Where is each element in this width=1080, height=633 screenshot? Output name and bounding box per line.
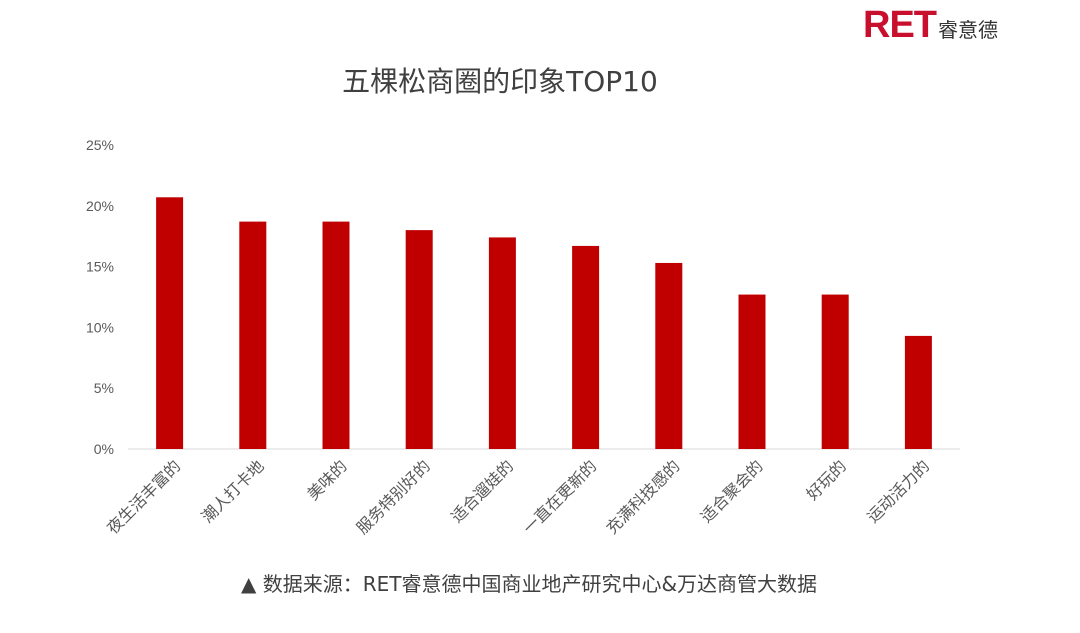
bar xyxy=(488,237,516,449)
data-source-note: ▲ 数据来源：RET睿意德中国商业地产研究中心&万达商管大数据 xyxy=(240,572,818,596)
y-tick-label: 5% xyxy=(94,380,114,396)
bars xyxy=(156,197,932,449)
logo-text: 睿意德 xyxy=(938,18,998,42)
x-axis: 夜生活丰富的 潮人打卡地 美味的 服务特别好的 适合遛娃的 一直在更新的 充满科技感的 适合聚… xyxy=(103,456,933,537)
x-tick-label: 适合聚会的 xyxy=(697,456,767,526)
y-tick-label: 0% xyxy=(94,441,114,457)
y-axis: 0% 5% 10% 15% 20% 25% xyxy=(86,137,114,457)
chart-title: 五棵松商圈的印象TOP10 xyxy=(342,65,658,98)
bar xyxy=(156,197,184,449)
bar xyxy=(655,262,683,449)
x-tick-label: 夜生活丰富的 xyxy=(103,456,184,537)
bar xyxy=(572,245,600,449)
bar xyxy=(821,294,849,449)
y-tick-label: 25% xyxy=(86,137,114,153)
logo-mark: RET xyxy=(863,4,937,46)
brand-logo: RET 睿意德 xyxy=(863,4,998,47)
y-tick-label: 10% xyxy=(86,319,114,335)
y-tick-label: 15% xyxy=(86,259,114,275)
bar xyxy=(904,335,932,449)
bar xyxy=(738,294,766,449)
x-tick-label: 运动活力的 xyxy=(863,456,933,526)
bar xyxy=(239,221,267,449)
x-tick-label: 潮人打卡地 xyxy=(198,456,268,526)
bar-chart: 0% 5% 10% 15% 20% 25% 夜生活丰富的 潮人打卡地 美味的 服务特别好的 适合遛… xyxy=(86,137,960,538)
x-tick-label: 服务特别好的 xyxy=(353,456,434,537)
y-tick-label: 20% xyxy=(86,198,114,214)
x-tick-label: 好玩的 xyxy=(803,456,850,503)
x-tick-label: 美味的 xyxy=(303,456,350,503)
x-tick-label: 一直在更新的 xyxy=(519,456,600,537)
bar xyxy=(405,230,433,449)
x-tick-label: 充满科技感的 xyxy=(602,456,683,537)
x-tick-label: 适合遛娃的 xyxy=(447,456,517,526)
bar xyxy=(322,221,350,449)
